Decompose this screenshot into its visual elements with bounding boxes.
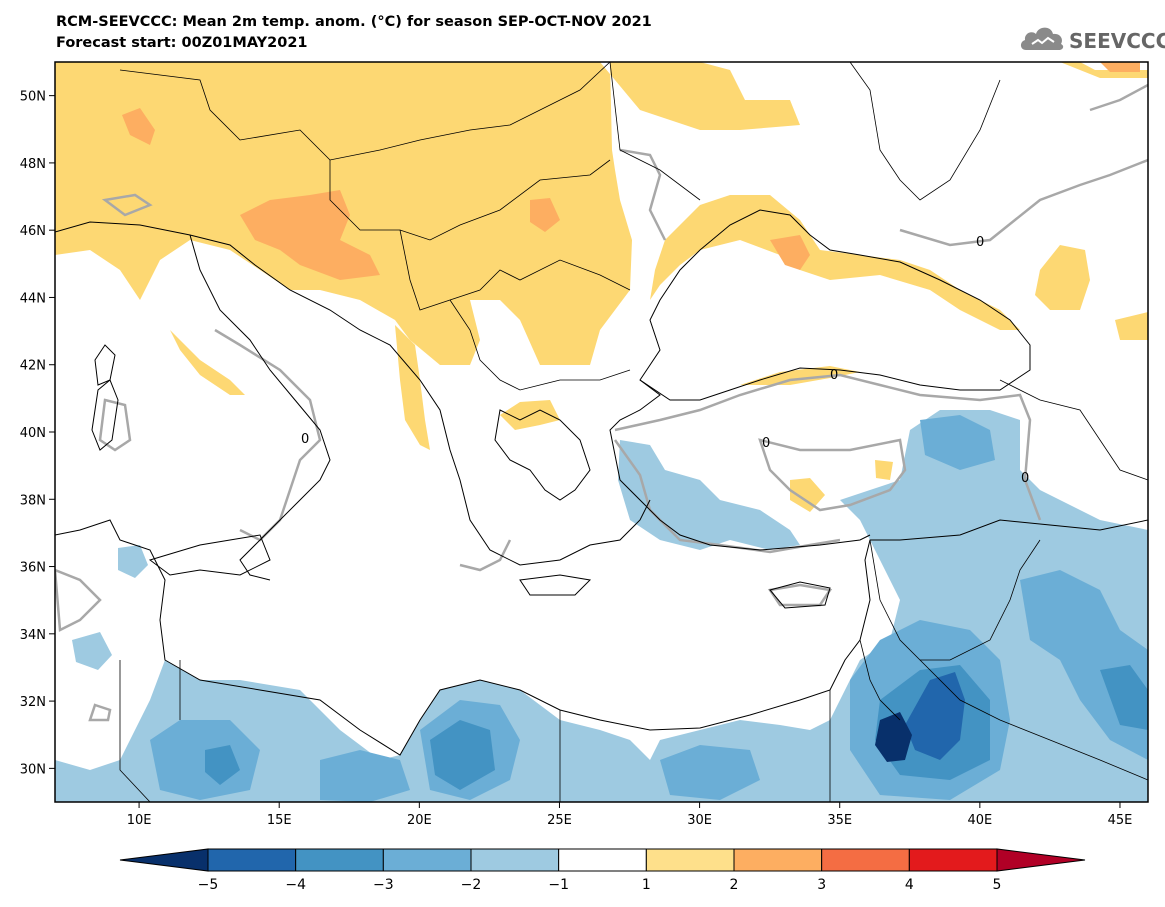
colorbar-level-label: 1 bbox=[642, 877, 651, 893]
colorbar-level-label: 4 bbox=[905, 877, 914, 893]
lat-tick-label: 40N bbox=[20, 426, 46, 441]
lon-tick-label: 40E bbox=[967, 813, 992, 828]
colorbar-segment bbox=[558, 848, 647, 872]
cloud-icon bbox=[1020, 27, 1064, 50]
lon-tick-label: 30E bbox=[687, 813, 712, 828]
cool-anomaly-extreme bbox=[905, 672, 965, 760]
cool-anomaly-extreme-core bbox=[875, 712, 912, 762]
country-borders bbox=[119, 62, 1148, 802]
lon-tick-label: 25E bbox=[547, 813, 572, 828]
lat-tick-label: 32N bbox=[20, 695, 46, 710]
forecast-start-subtitle: Forecast start: 00Z01MAY2021 bbox=[56, 35, 308, 51]
colorbar-level-label: 2 bbox=[730, 877, 739, 893]
colorbar-level-label: −3 bbox=[373, 877, 394, 893]
lat-tick-label: 50N bbox=[20, 90, 46, 105]
warm-anomaly-region-anatolia bbox=[790, 460, 893, 512]
lon-tick-label: 35E bbox=[827, 813, 852, 828]
colorbar-level-label: −1 bbox=[548, 877, 569, 893]
colorbar-segment bbox=[645, 848, 735, 872]
contour-label: 0 bbox=[301, 432, 309, 447]
colorbar-segment bbox=[470, 848, 560, 872]
colorbar-segment bbox=[382, 848, 472, 872]
contour-label: 0 bbox=[830, 368, 838, 383]
colorbar-segment bbox=[908, 848, 998, 872]
lat-tick-label: 44N bbox=[20, 291, 46, 306]
lat-tick-label: 46N bbox=[20, 224, 46, 239]
lat-tick-label: 38N bbox=[20, 493, 46, 508]
colorbar-segment bbox=[996, 848, 1086, 872]
colorbar-level-label: −2 bbox=[461, 877, 482, 893]
warm-anomaly-region-turkey-north-coast bbox=[740, 366, 860, 385]
colorbar-level-label: −5 bbox=[198, 877, 219, 893]
warm-anomaly-region-east bbox=[1035, 245, 1148, 340]
colorbar-segment bbox=[119, 848, 209, 872]
lat-tick-label: 34N bbox=[20, 628, 46, 643]
longitude-axis: 10E 15E 20E 25E 30E 35E 40E 45E bbox=[127, 802, 1133, 828]
map-title: RCM-SEEVCCC: Mean 2m temp. anom. (°C) fo… bbox=[56, 14, 652, 30]
warm-anomaly-region-central-europe bbox=[55, 62, 800, 365]
colorbar-level-label: 3 bbox=[817, 877, 826, 893]
logo-text: SEEVCCC bbox=[1069, 29, 1165, 53]
colorbar: −5 −4 −3 −2 −1 1 2 3 4 5 bbox=[119, 848, 1086, 893]
lat-tick-label: 30N bbox=[20, 762, 46, 777]
colorbar-segment bbox=[733, 848, 823, 872]
lon-tick-label: 45E bbox=[1108, 813, 1133, 828]
lon-tick-label: 15E bbox=[267, 813, 292, 828]
colorbar-segment bbox=[821, 848, 910, 872]
cool-anomaly-region-west bbox=[72, 545, 148, 670]
warm-anomaly-region-black-sea-north bbox=[650, 195, 1020, 330]
lat-tick-label: 42N bbox=[20, 359, 46, 374]
colorbar-segment bbox=[207, 848, 297, 872]
anomaly-fields: 0 0 0 0 0 bbox=[55, 62, 1148, 802]
cool-anomaly-strong bbox=[205, 665, 1148, 790]
lon-tick-label: 10E bbox=[127, 813, 152, 828]
seevccc-logo: SEEVCCC bbox=[1018, 22, 1165, 56]
contour-label: 0 bbox=[762, 436, 770, 451]
colorbar-segment bbox=[295, 848, 384, 872]
colorbar-level-label: 5 bbox=[993, 877, 1002, 893]
lat-tick-label: 48N bbox=[20, 157, 46, 172]
lat-tick-label: 36N bbox=[20, 561, 46, 576]
lon-tick-label: 20E bbox=[407, 813, 432, 828]
latitude-axis: 50N 48N 46N 44N 42N 40N 38N 36N 34N 32N 30N bbox=[20, 90, 55, 777]
warm-anomaly-region-balkans-coast bbox=[395, 325, 430, 450]
warm-anomaly-region-italy-coast bbox=[170, 330, 245, 395]
zero-contour-labels: 0 0 0 0 0 bbox=[301, 235, 1029, 486]
zero-contour-lines bbox=[55, 83, 1148, 722]
contour-label: 0 bbox=[976, 235, 984, 250]
colorbar-level-label: −4 bbox=[285, 877, 306, 893]
contour-label: 0 bbox=[1021, 471, 1029, 486]
